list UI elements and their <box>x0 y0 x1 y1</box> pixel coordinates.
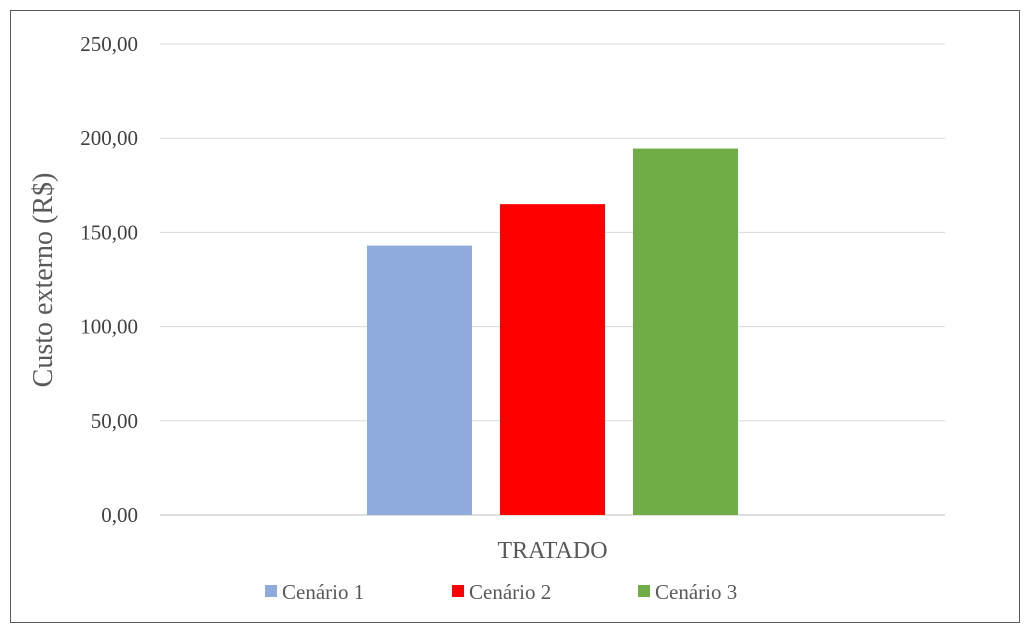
y-tick-label: 250,00 <box>80 32 138 56</box>
bar-cen-rio-2 <box>500 204 605 515</box>
y-axis-title: Custo externo (R$) <box>28 173 59 388</box>
y-tick-label: 200,00 <box>80 126 138 150</box>
legend-swatch <box>638 585 650 597</box>
bar-cen-rio-1 <box>367 245 472 515</box>
bar-cen-rio-3 <box>633 148 738 515</box>
y-tick-label: 50,00 <box>91 409 138 433</box>
legend-entry: Cenário 1 <box>265 580 364 604</box>
legend-entry: Cenário 2 <box>452 580 551 604</box>
y-tick-label: 0,00 <box>101 503 138 527</box>
legend-label: Cenário 1 <box>282 580 364 604</box>
legend-swatch <box>452 585 464 597</box>
x-category-label: TRATADO <box>497 538 607 564</box>
x-axis-category-labels: TRATADO <box>497 538 607 564</box>
bars <box>367 148 738 515</box>
y-axis-tick-labels: 0,00 50,00 100,00 150,00 200,00 250,00 <box>80 32 138 527</box>
legend-swatch <box>265 585 277 597</box>
legend: Cenário 1 Cenário 2 Cenário 3 <box>265 580 737 604</box>
y-tick-label: 150,00 <box>80 220 138 244</box>
gridlines <box>160 43 945 516</box>
y-tick-label: 100,00 <box>80 315 138 339</box>
legend-label: Cenário 2 <box>469 580 551 604</box>
legend-label: Cenário 3 <box>655 580 737 604</box>
legend-entry: Cenário 3 <box>638 580 737 604</box>
